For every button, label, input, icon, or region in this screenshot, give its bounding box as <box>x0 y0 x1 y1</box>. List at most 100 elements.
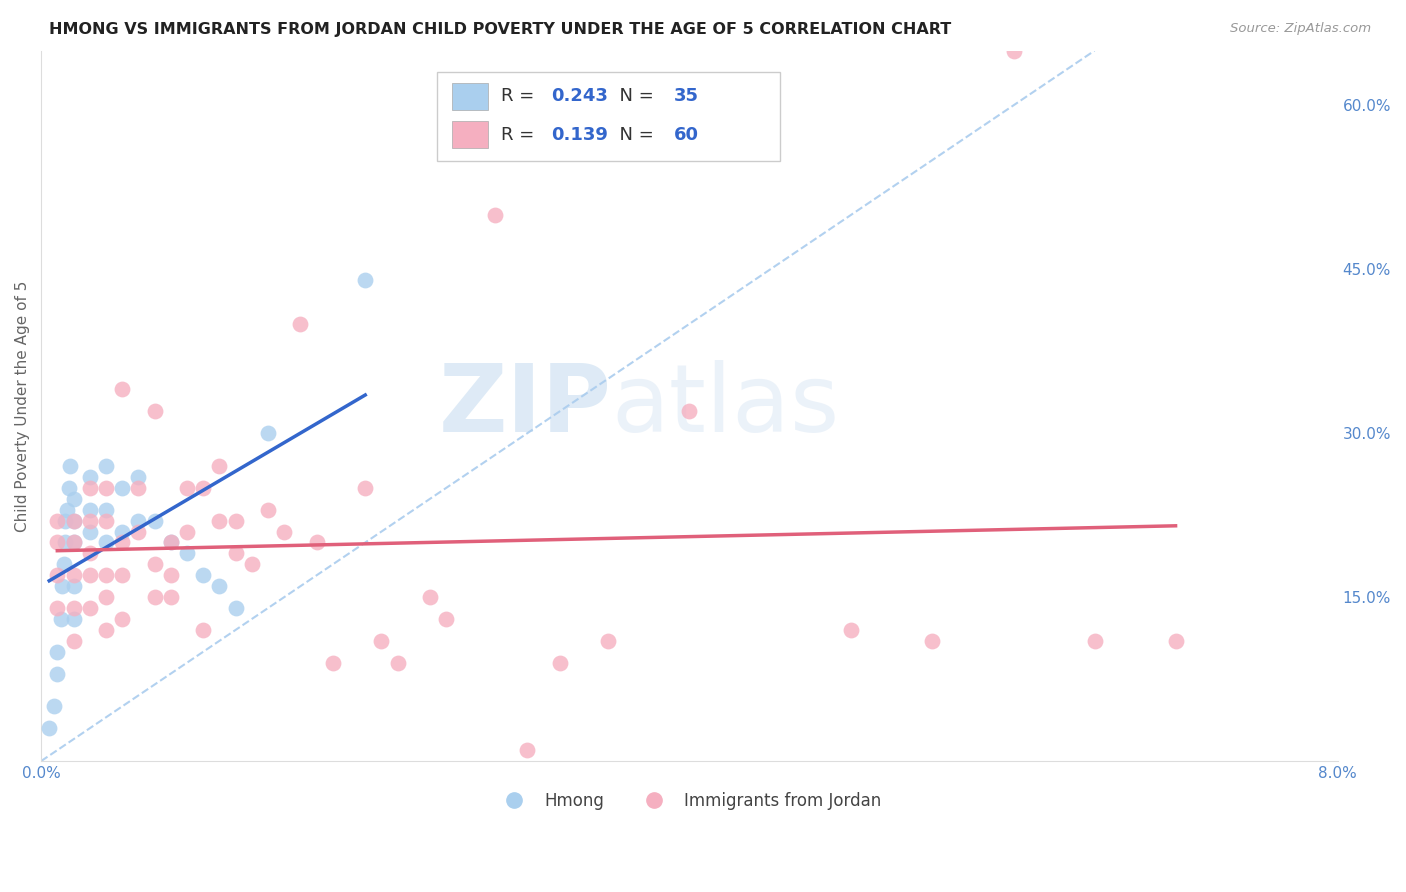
Point <box>921 633 943 648</box>
Point <box>94 568 117 582</box>
Point <box>59 458 82 473</box>
Text: N =: N = <box>607 126 659 144</box>
Legend: Hmong, Immigrants from Jordan: Hmong, Immigrants from Jordan <box>491 785 889 817</box>
Point <box>225 546 247 560</box>
Point <box>94 535 117 549</box>
Point <box>46 666 69 681</box>
Point <box>1002 44 1025 58</box>
Point <box>56 502 79 516</box>
Point <box>94 481 117 495</box>
Point <box>176 481 198 495</box>
Point <box>1083 633 1105 648</box>
Text: R =: R = <box>502 126 540 144</box>
Point <box>257 426 280 441</box>
Point <box>58 481 80 495</box>
Point <box>841 623 863 637</box>
Point <box>225 601 247 615</box>
Text: 60: 60 <box>673 126 699 144</box>
Point <box>484 208 506 222</box>
Point <box>62 601 84 615</box>
Point <box>62 535 84 549</box>
Point <box>111 535 134 549</box>
Text: 35: 35 <box>673 87 699 105</box>
Point <box>143 514 166 528</box>
Bar <box>453 121 488 148</box>
Point <box>55 535 77 549</box>
Point <box>225 514 247 528</box>
Point <box>159 535 181 549</box>
Point <box>290 317 312 331</box>
Point <box>548 656 571 670</box>
Point <box>46 645 69 659</box>
Text: N =: N = <box>607 87 659 105</box>
Point <box>176 524 198 539</box>
Point <box>193 623 215 637</box>
Point <box>46 535 69 549</box>
Point <box>79 601 101 615</box>
Text: R =: R = <box>502 87 540 105</box>
Point <box>1164 633 1187 648</box>
Point <box>273 524 295 539</box>
Text: Source: ZipAtlas.com: Source: ZipAtlas.com <box>1230 22 1371 36</box>
Point <box>143 558 166 572</box>
Point <box>62 514 84 528</box>
Text: ZIP: ZIP <box>439 359 612 452</box>
Point <box>49 612 72 626</box>
Bar <box>453 83 488 110</box>
Point <box>127 514 149 528</box>
Y-axis label: Child Poverty Under the Age of 5: Child Poverty Under the Age of 5 <box>15 280 30 532</box>
Point <box>143 404 166 418</box>
Point <box>62 535 84 549</box>
Point <box>79 470 101 484</box>
Point <box>354 481 377 495</box>
Point <box>516 743 538 757</box>
Point <box>143 590 166 604</box>
Point <box>434 612 457 626</box>
Point <box>419 590 441 604</box>
Point <box>52 558 75 572</box>
Point <box>94 590 117 604</box>
Point <box>127 470 149 484</box>
Point <box>51 579 73 593</box>
Point <box>62 612 84 626</box>
Text: atlas: atlas <box>612 359 839 452</box>
Point <box>42 699 65 714</box>
Point <box>159 535 181 549</box>
Point <box>208 458 231 473</box>
Point <box>111 383 134 397</box>
Point <box>94 514 117 528</box>
Point <box>79 514 101 528</box>
Point <box>62 633 84 648</box>
Point <box>111 568 134 582</box>
Point <box>38 721 60 735</box>
Point <box>46 601 69 615</box>
Point <box>370 633 392 648</box>
Point <box>305 535 328 549</box>
Text: HMONG VS IMMIGRANTS FROM JORDAN CHILD POVERTY UNDER THE AGE OF 5 CORRELATION CHA: HMONG VS IMMIGRANTS FROM JORDAN CHILD PO… <box>49 22 952 37</box>
Point <box>257 502 280 516</box>
Point <box>46 568 69 582</box>
Point <box>240 558 263 572</box>
Point <box>79 524 101 539</box>
Point <box>79 546 101 560</box>
Point <box>354 273 377 287</box>
Point <box>79 502 101 516</box>
Point <box>208 579 231 593</box>
Point <box>127 481 149 495</box>
FancyBboxPatch shape <box>436 72 780 161</box>
Point <box>193 568 215 582</box>
Point <box>55 514 77 528</box>
Point <box>208 514 231 528</box>
Point <box>79 568 101 582</box>
Point <box>79 481 101 495</box>
Text: 0.139: 0.139 <box>551 126 607 144</box>
Point <box>62 491 84 506</box>
Point <box>94 502 117 516</box>
Text: 0.243: 0.243 <box>551 87 607 105</box>
Point <box>94 458 117 473</box>
Point <box>159 590 181 604</box>
Point <box>111 612 134 626</box>
Point <box>46 514 69 528</box>
Point <box>127 524 149 539</box>
Point <box>678 404 700 418</box>
